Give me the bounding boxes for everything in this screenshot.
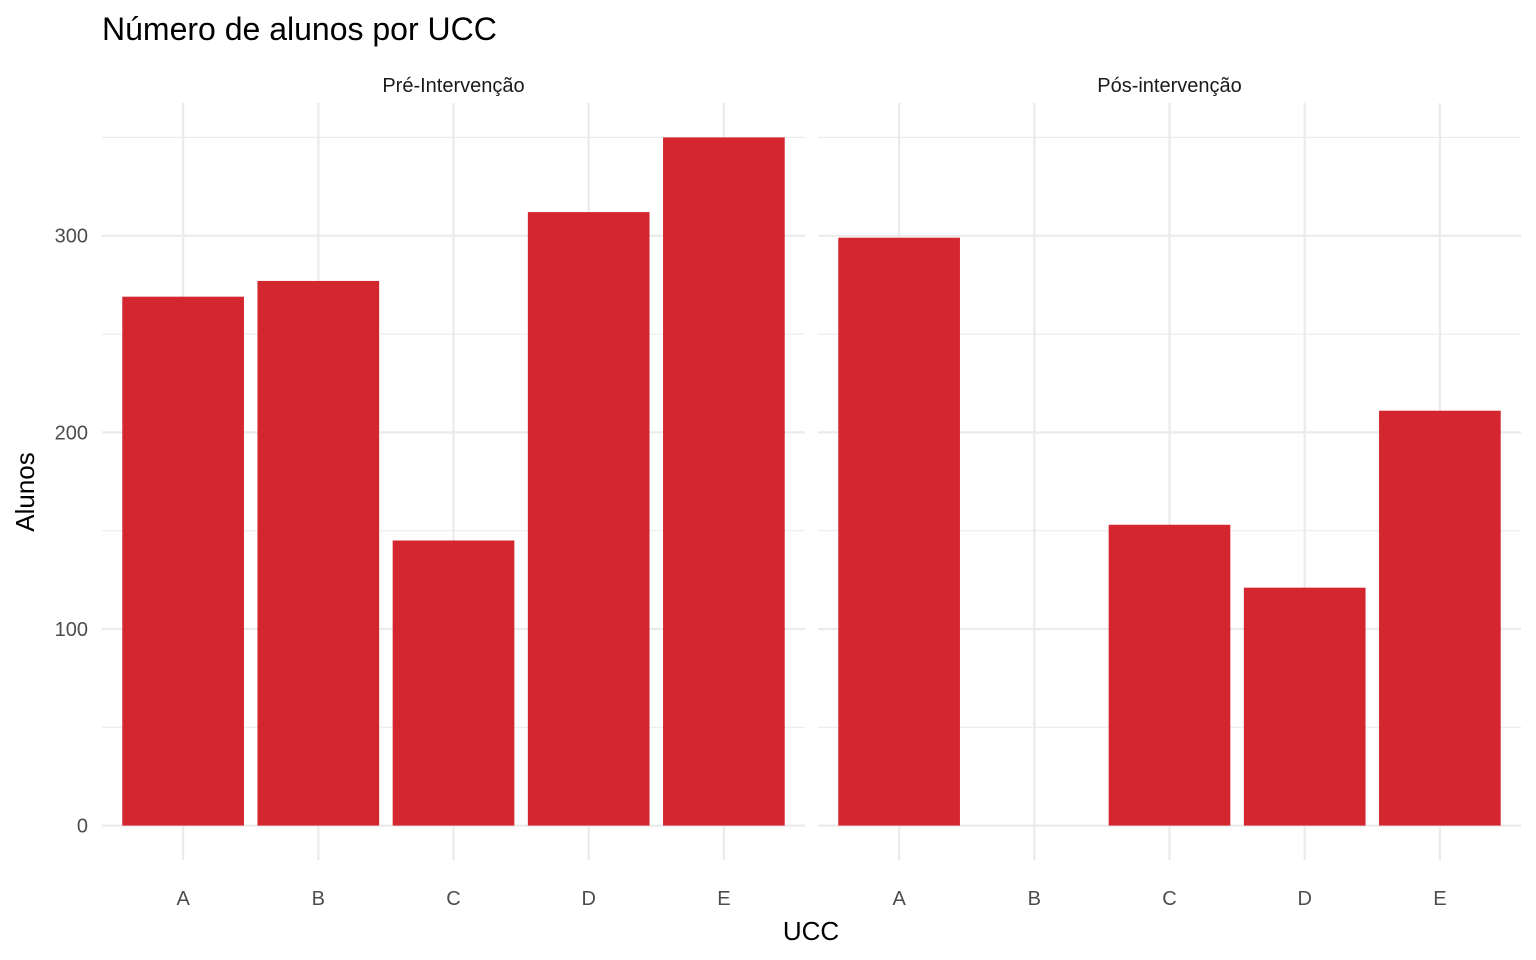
bar-c-panel-2 — [1108, 524, 1231, 826]
bar-c-panel-1 — [392, 540, 515, 826]
chart-title: Número de alunos por UCC — [102, 11, 497, 47]
x-axis-title: UCC — [783, 916, 839, 946]
x-tick-label: D — [1297, 888, 1311, 910]
bar-b-panel-1 — [257, 280, 380, 826]
x-tick-label: E — [717, 888, 730, 910]
y-tick-label: 0 — [77, 816, 88, 838]
panel-1: A B C D E Pré-Intervenção — [102, 75, 805, 910]
x-tick-label: C — [1162, 888, 1176, 910]
y-tick-label: 200 — [55, 422, 88, 444]
facet-label: Pós-intervenção — [1097, 75, 1242, 97]
y-tick-label: 300 — [55, 226, 88, 248]
bar-a-panel-1 — [122, 296, 244, 826]
bar-d-panel-1 — [527, 212, 650, 826]
bar-d-panel-2 — [1243, 587, 1366, 826]
facet-label: Pré-Intervenção — [382, 75, 524, 97]
x-tick-label: B — [312, 888, 325, 910]
y-tick-label: 100 — [55, 619, 88, 641]
x-tick-label: D — [581, 888, 595, 910]
chart-panels: A B C D E Pré-Intervenção A B C D E Pós-intervenção… — [55, 75, 1521, 910]
bar-a-panel-2 — [838, 237, 960, 826]
x-tick-label: C — [446, 888, 460, 910]
x-tick-label: E — [1433, 888, 1446, 910]
y-axis-title: Alunos — [10, 452, 40, 532]
bar-e-panel-2 — [1379, 410, 1501, 826]
x-tick-label: A — [892, 888, 906, 910]
x-tick-label: B — [1028, 888, 1041, 910]
panel-2: A B C D E Pós-intervenção — [818, 75, 1521, 910]
x-tick-label: A — [176, 888, 190, 910]
bar-e-panel-1 — [663, 137, 785, 826]
